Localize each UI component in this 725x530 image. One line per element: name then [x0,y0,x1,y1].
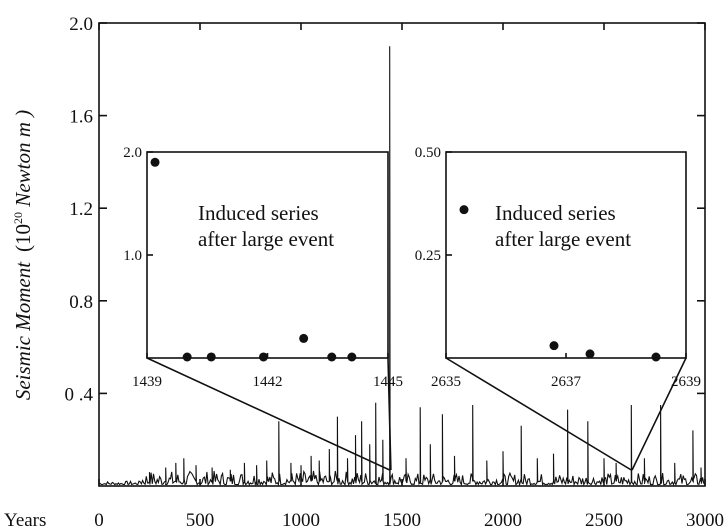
x-tick-label: 1500 [383,510,421,530]
zoom-connector-left [445,357,632,471]
inset-data-point [651,352,661,362]
zoom-connector-right [387,357,392,471]
x-tick-label: 2000 [484,510,522,530]
inset-2: 2635 2637 2639 0.50 0.25 Induced seriesafter … [415,145,701,471]
seismic-moment-series [98,46,706,487]
y-axis-label: Seismic Moment(1020 Newton m ) [11,110,35,400]
x-axis-label: Years [4,510,46,530]
y-tick-label: 0 .4 [65,384,94,405]
inset-data-point [585,349,595,359]
y-tick-label: 2.0 [69,14,93,35]
inset-data-point [327,352,337,362]
inset-y-tick-label: 2.0 [123,145,142,161]
inset-frame [445,151,687,359]
inset-x-tick-label: 1439 [132,374,162,390]
inset-x-tick-label: 2639 [671,374,701,390]
inset-x-tick-label: 1445 [373,374,403,390]
x-tick-label: 1000 [282,510,320,530]
inset-y-tick-label: 1.0 [123,248,142,264]
zoom-connector-left [146,357,391,471]
y-tick-label: 0.8 [69,292,93,313]
inset-annotation-line1: Induced series [198,201,319,225]
inset-annotation-line2: after large event [198,227,334,251]
inset-annotation-line2: after large event [495,227,631,251]
inset-frame [146,151,389,359]
main-axis-ticks: 0 500 1000 1500 2000 2500 3000 2.0 1.6 1.2 0.8 0 .4 [65,14,725,530]
inset-data-point [299,333,309,343]
x-tick-label: 2500 [585,510,623,530]
inset-y-tick-label: 0.25 [415,248,441,264]
inset-x-tick-label: 2637 [551,374,582,390]
x-tick-label: 3000 [686,510,724,530]
x-tick-label: 0 [94,510,104,530]
inset-annotation-line1: Induced series [495,201,616,225]
y-tick-label: 1.6 [69,107,93,128]
inset-x-tick-label: 2635 [431,374,461,390]
inset-data-point [182,352,192,362]
inset-data-point [206,352,216,362]
x-tick-label: 500 [186,510,215,530]
inset-data-point [347,352,357,362]
zoom-connector-right [631,357,687,471]
inset-data-point [549,341,559,351]
y-tick-label: 1.2 [69,199,93,220]
inset-data-point [150,157,160,167]
inset-data-point [459,205,469,215]
inset-x-tick-label: 1442 [253,374,283,390]
moment-line [98,46,706,487]
inset-data-point [258,352,268,362]
inset-y-tick-label: 0.50 [415,145,441,161]
